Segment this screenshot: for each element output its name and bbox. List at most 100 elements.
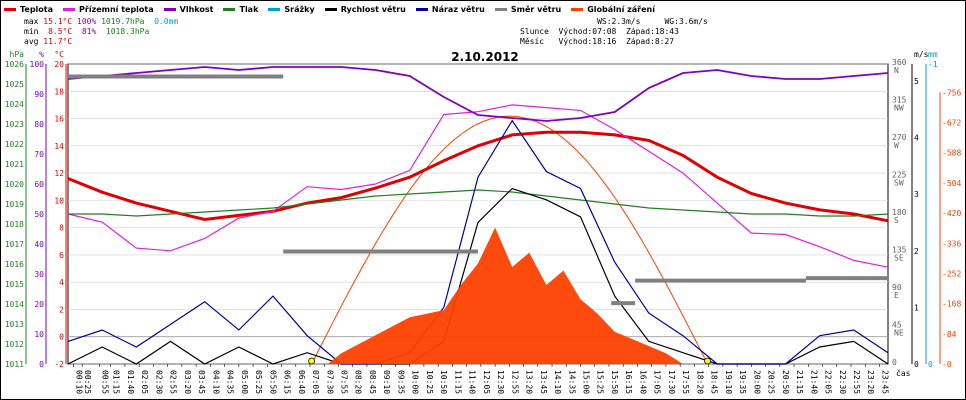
- x-tick-label: 10:00: [411, 370, 420, 394]
- x-tick-label: 01:40: [126, 370, 135, 394]
- axis-title: hPa: [10, 50, 25, 59]
- x-tick-label: 15:25: [596, 370, 605, 394]
- stats-min-temp: 8.5°C: [48, 27, 73, 36]
- legend-label: Směr větru: [510, 4, 562, 14]
- wind-tick-label: 4: [914, 134, 919, 143]
- x-tick-label: 06:15: [283, 370, 292, 394]
- rain-tick-label: 0: [928, 360, 933, 369]
- axis-tick-label: 1017: [5, 240, 24, 249]
- stats-min-label: min: [24, 27, 39, 36]
- axis-tick-label: 0: [39, 360, 44, 369]
- axis-tick-label: 1015: [5, 280, 24, 289]
- x-tick-label: 04:35: [226, 370, 235, 394]
- series-line: [67, 104, 889, 268]
- x-tick-label: 00:55: [100, 370, 109, 394]
- axis-tick-label: 20: [34, 300, 44, 309]
- axis-tick-label: 20: [54, 60, 64, 69]
- axis-title: °C: [54, 50, 64, 59]
- stats-avg-label: avg: [24, 37, 39, 46]
- direction-tick-label: 0: [892, 358, 897, 367]
- x-tick-label: 12:55: [510, 370, 519, 394]
- stats-max-row: max 15.1°C 100% 1019.7hPa 0.0mm: [24, 17, 178, 27]
- x-tick-label: 21:40: [809, 370, 818, 394]
- rain-axis-title: mm: [928, 50, 938, 59]
- x-tick-label: 15:50: [610, 370, 619, 394]
- direction-tick-label: SW: [894, 179, 904, 188]
- stats-min-hum: 81%: [81, 27, 97, 36]
- legend-item: Přízemní teplota: [63, 3, 154, 15]
- x-tick-label: 07:05: [311, 370, 320, 394]
- axis-tick-label: 100: [30, 60, 45, 69]
- axis-tick-label: 1016: [5, 260, 24, 269]
- legend: Teplota Přízemní teplota Vlhkost Tlak Srážky…: [4, 3, 665, 15]
- x-tick-label: 09:35: [396, 370, 405, 394]
- axis-tick-label: 1026: [5, 60, 24, 69]
- axis-tick-label: 2: [59, 305, 64, 314]
- legend-swatch: [494, 7, 507, 11]
- direction-tick-label: 135: [892, 246, 907, 255]
- radiation-tick-label: -504: [942, 179, 961, 188]
- radiation-area: [327, 227, 683, 364]
- x-tick-label: 01:15: [112, 370, 121, 394]
- x-tick-label: 20:25: [767, 370, 776, 394]
- legend-item: Globální záření: [571, 3, 655, 15]
- x-tick-label: 19:10: [724, 370, 733, 394]
- legend-label: Vlhkost: [179, 4, 214, 14]
- x-tick-label: 09:10: [382, 370, 391, 394]
- axis-tick-label: 1020: [5, 180, 24, 189]
- axis-tick-label: 6: [59, 251, 64, 260]
- moon-times: Měsíc Východ:18:16 Západ:8:27: [520, 37, 675, 46]
- axis-tick-label: 70: [34, 150, 44, 159]
- axis-tick-label: 1013: [5, 320, 24, 329]
- x-tick-label: 05:00: [240, 370, 249, 394]
- axis-tick-label: 1014: [5, 300, 24, 309]
- direction-tick-label: NW: [894, 104, 904, 113]
- x-tick-label: 07:30: [325, 370, 334, 394]
- x-tick-label: 17:05: [653, 370, 662, 394]
- x-tick-label: 03:45: [197, 370, 206, 394]
- x-tick-label: 00:10: [75, 370, 84, 394]
- axis-tick-label: 1011: [5, 360, 24, 369]
- direction-tick-label: 315: [892, 96, 907, 105]
- x-tick-label: 05:50: [268, 370, 277, 394]
- x-tick-label: 18:20: [695, 370, 704, 394]
- axis-tick-label: 1023: [5, 120, 24, 129]
- legend-item: Směr větru: [494, 3, 562, 15]
- legend-label: Rychlost větru: [340, 4, 406, 14]
- legend-item: Náraz větru: [415, 3, 485, 15]
- radiation-tick-label: -672: [942, 119, 961, 128]
- x-tick-label: 19:35: [738, 370, 747, 394]
- direction-tick-label: 360: [892, 58, 907, 67]
- legend-item: Rychlost větru: [324, 3, 406, 15]
- stats-max-label: max: [24, 17, 39, 26]
- wind-tick-label: 5: [914, 77, 919, 86]
- x-tick-label: 20:00: [752, 370, 761, 394]
- wind-axis-title: m/s: [914, 50, 929, 59]
- legend-label: Srážky: [284, 4, 315, 14]
- legend-label: Teplota: [20, 4, 54, 14]
- stats-max-hum: 100%: [77, 17, 97, 26]
- axis-tick-label: 0: [59, 333, 64, 342]
- stats-avg-row: avg 11.7°C: [24, 37, 178, 47]
- stats-min-row: min 8.5°C 81% 1018.3hPa: [24, 27, 178, 37]
- wind-tick-label: 1: [914, 303, 919, 312]
- axis-tick-label: 1019: [5, 200, 24, 209]
- x-tick-label: 10:50: [439, 370, 448, 394]
- stats-max-press: 1019.7hPa: [101, 17, 145, 26]
- stats-panel: max 15.1°C 100% 1019.7hPa 0.0mm min 8.5°…: [24, 17, 178, 47]
- x-tick-label: 13:45: [539, 370, 548, 394]
- x-tick-label: 17:30: [667, 370, 676, 394]
- x-tick-label: 22:55: [852, 370, 861, 394]
- x-axis-title: čas: [896, 368, 911, 378]
- axis-tick-label: 16: [54, 115, 64, 124]
- legend-item: Tlak: [223, 3, 258, 15]
- x-tick-label: 02:55: [169, 370, 178, 394]
- x-tick-label: 22:30: [838, 370, 847, 394]
- direction-tick-label: 90: [892, 283, 902, 292]
- axis-tick-label: 80: [34, 120, 44, 129]
- sunrise-marker: [308, 357, 316, 365]
- x-tick-label: 15:00: [582, 370, 591, 394]
- legend-label: Globální záření: [587, 4, 655, 14]
- x-tick-label: 23:45: [880, 370, 889, 394]
